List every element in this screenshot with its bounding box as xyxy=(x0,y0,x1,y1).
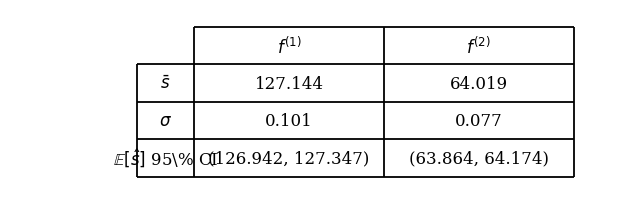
Text: (126.942, 127.347): (126.942, 127.347) xyxy=(208,150,370,167)
Text: 0.077: 0.077 xyxy=(455,113,502,130)
Text: $f^{(1)}$: $f^{(1)}$ xyxy=(276,36,301,57)
Text: $\sigma$: $\sigma$ xyxy=(159,113,172,130)
Text: 0.101: 0.101 xyxy=(265,113,313,130)
Text: $\mathbb{E}[\hat{s}]$ 95\% CI: $\mathbb{E}[\hat{s}]$ 95\% CI xyxy=(113,147,218,169)
Text: 64.019: 64.019 xyxy=(449,75,508,92)
Text: 127.144: 127.144 xyxy=(255,75,323,92)
Text: (63.864, 64.174): (63.864, 64.174) xyxy=(409,150,548,167)
Text: $f^{(2)}$: $f^{(2)}$ xyxy=(467,36,491,57)
Text: $\bar{s}$: $\bar{s}$ xyxy=(161,75,171,92)
